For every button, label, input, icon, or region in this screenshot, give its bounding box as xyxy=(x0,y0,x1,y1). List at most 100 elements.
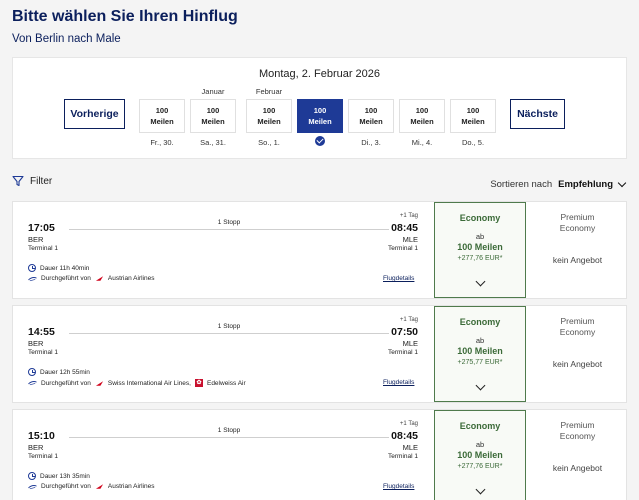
economy-title: Economy xyxy=(459,317,501,327)
flight-card: 14:55 BER Terminal 1 1 Stopp +1 Tag 07:5… xyxy=(12,305,627,403)
fare-surcharge: +275,77 EUR* xyxy=(457,359,503,366)
day-button[interactable]: 100 Meilen xyxy=(450,99,496,133)
day-price: 100 xyxy=(415,106,429,115)
departure-terminal: Terminal 1 xyxy=(28,349,58,356)
airline-name: Austrian Airlines xyxy=(107,275,155,282)
check-icon xyxy=(315,136,325,146)
previous-button[interactable]: Vorherige xyxy=(64,99,125,129)
airline-name-2: Edelweiss Air xyxy=(206,379,246,387)
sort-select[interactable]: Empfehlung xyxy=(558,178,627,190)
day-di-3: 100 Meilen Di., 3. xyxy=(348,99,394,147)
economy-fare-option[interactable]: Economy ab 100 Meilen +277,76 EUR* xyxy=(434,202,526,298)
edelweiss-logo-icon: ✿ xyxy=(194,379,203,387)
premium-economy-title: Premium Economy xyxy=(559,420,596,441)
date-picker-panel: Montag, 2. Februar 2026 Vorherige 100 Mei… xyxy=(12,57,627,159)
flight-details-link[interactable]: Flugdetails xyxy=(383,275,415,282)
airline-name: Austrian Airlines xyxy=(107,483,155,490)
arrival-airport: MLE xyxy=(402,443,418,452)
duration-label: Dauer 13h 35min xyxy=(40,472,90,480)
duration-row: Dauer 13h 35min xyxy=(28,472,90,480)
day-unit: Meilen xyxy=(359,117,383,126)
operated-by-prefix: Durchgeführt von xyxy=(41,379,91,387)
month-label: Januar xyxy=(201,87,225,96)
day-unit: Meilen xyxy=(461,117,485,126)
route-line xyxy=(69,229,389,230)
day-label: Sa., 31. xyxy=(200,138,226,147)
day-unit: Meilen xyxy=(257,117,281,126)
economy-title: Economy xyxy=(459,213,501,223)
day-unit: Meilen xyxy=(410,117,434,126)
filter-icon xyxy=(12,175,24,187)
stops-label: 1 Stopp xyxy=(217,219,241,226)
filter-label: Filter xyxy=(30,175,53,187)
route-line xyxy=(69,333,389,334)
departure-airport: BER xyxy=(28,235,44,244)
sort-value: Empfehlung xyxy=(558,179,613,190)
day-button[interactable]: 100 Meilen xyxy=(399,99,445,133)
economy-fare-option[interactable]: Economy ab 100 Meilen +277,76 EUR* xyxy=(434,410,526,500)
duration-label: Dauer 11h 40min xyxy=(40,264,90,272)
chevron-down-icon xyxy=(475,484,486,495)
arrival-airport: MLE xyxy=(402,339,418,348)
plane-icon xyxy=(28,276,37,281)
day-label: Do., 5. xyxy=(461,138,485,147)
fare-surcharge: +277,76 EUR* xyxy=(457,255,503,262)
departure-time: 17:05 xyxy=(28,222,55,234)
day-unit: Meilen xyxy=(308,117,332,126)
arrival-time: 07:50 xyxy=(391,326,418,338)
flight-details-link[interactable]: Flugdetails xyxy=(383,483,415,490)
day-button-selected[interactable]: 100 Meilen xyxy=(297,99,343,133)
day-mo-2-selected: 100 Meilen xyxy=(297,99,343,146)
day-unit: Meilen xyxy=(150,117,174,126)
day-offset: +1 Tag xyxy=(399,317,418,323)
plane-icon xyxy=(28,484,37,489)
clock-icon xyxy=(28,472,36,480)
day-so-1: Februar 100 Meilen So., 1. xyxy=(246,87,292,147)
operated-by-row: Durchgeführt von Austrian Airlines xyxy=(28,483,154,490)
arrival-time: 08:45 xyxy=(391,430,418,442)
operated-by-prefix: Durchgeführt von xyxy=(41,483,91,490)
premium-no-offer: kein Angebot xyxy=(552,255,603,265)
plane-icon xyxy=(28,381,37,386)
day-fr-30: 100 Meilen Fr., 30. xyxy=(139,99,185,147)
clock-icon xyxy=(28,368,36,376)
day-unit: Meilen xyxy=(201,117,225,126)
economy-fare-option[interactable]: Economy ab 100 Meilen +275,77 EUR* xyxy=(434,306,526,402)
day-sa-31: Januar 100 Meilen Sa., 31. xyxy=(190,87,236,147)
fare-surcharge: +277,76 EUR* xyxy=(457,463,503,470)
next-button[interactable]: Nächste xyxy=(510,99,565,129)
arrival-terminal: Terminal 1 xyxy=(388,349,418,356)
sort-area: Sortieren nach Empfehlung xyxy=(490,178,627,190)
chevron-down-icon xyxy=(475,276,486,287)
route-line xyxy=(69,437,389,438)
flight-card: 17:05 BER Terminal 1 1 Stopp +1 Tag 08:4… xyxy=(12,201,627,299)
day-button[interactable]: 100 Meilen xyxy=(246,99,292,133)
departure-terminal: Terminal 1 xyxy=(28,245,58,252)
filter-button[interactable]: Filter xyxy=(12,175,52,187)
duration-row: Dauer 11h 40min xyxy=(28,264,89,272)
day-button[interactable]: 100 Meilen xyxy=(139,99,185,133)
stops-label: 1 Stopp xyxy=(217,323,241,330)
departure-time: 14:55 xyxy=(28,326,55,338)
day-mi-4: 100 Meilen Mi., 4. xyxy=(399,99,445,147)
arrival-terminal: Terminal 1 xyxy=(388,453,418,460)
day-label: Mi., 4. xyxy=(411,138,433,147)
premium-economy-title: Premium Economy xyxy=(559,212,596,233)
clock-icon xyxy=(28,264,36,272)
day-label: Fr., 30. xyxy=(150,138,174,147)
flight-card: 15:10 BER Terminal 1 1 Stopp +1 Tag 08:4… xyxy=(12,409,627,500)
flight-details-link[interactable]: Flugdetails xyxy=(383,379,415,386)
month-label: Februar xyxy=(255,87,283,96)
day-price: 100 xyxy=(364,106,378,115)
premium-no-offer: kein Angebot xyxy=(552,359,603,369)
day-button[interactable]: 100 Meilen xyxy=(190,99,236,133)
fare-miles: 100 Meilen xyxy=(457,450,503,460)
stops-label: 1 Stopp xyxy=(217,427,241,434)
sort-label: Sortieren nach xyxy=(490,179,553,190)
chevron-down-icon xyxy=(617,178,627,188)
day-price: 100 xyxy=(206,106,220,115)
day-price: 100 xyxy=(313,106,327,115)
fare-from-label: ab xyxy=(475,336,485,345)
arrival-airport: MLE xyxy=(402,235,418,244)
day-button[interactable]: 100 Meilen xyxy=(348,99,394,133)
